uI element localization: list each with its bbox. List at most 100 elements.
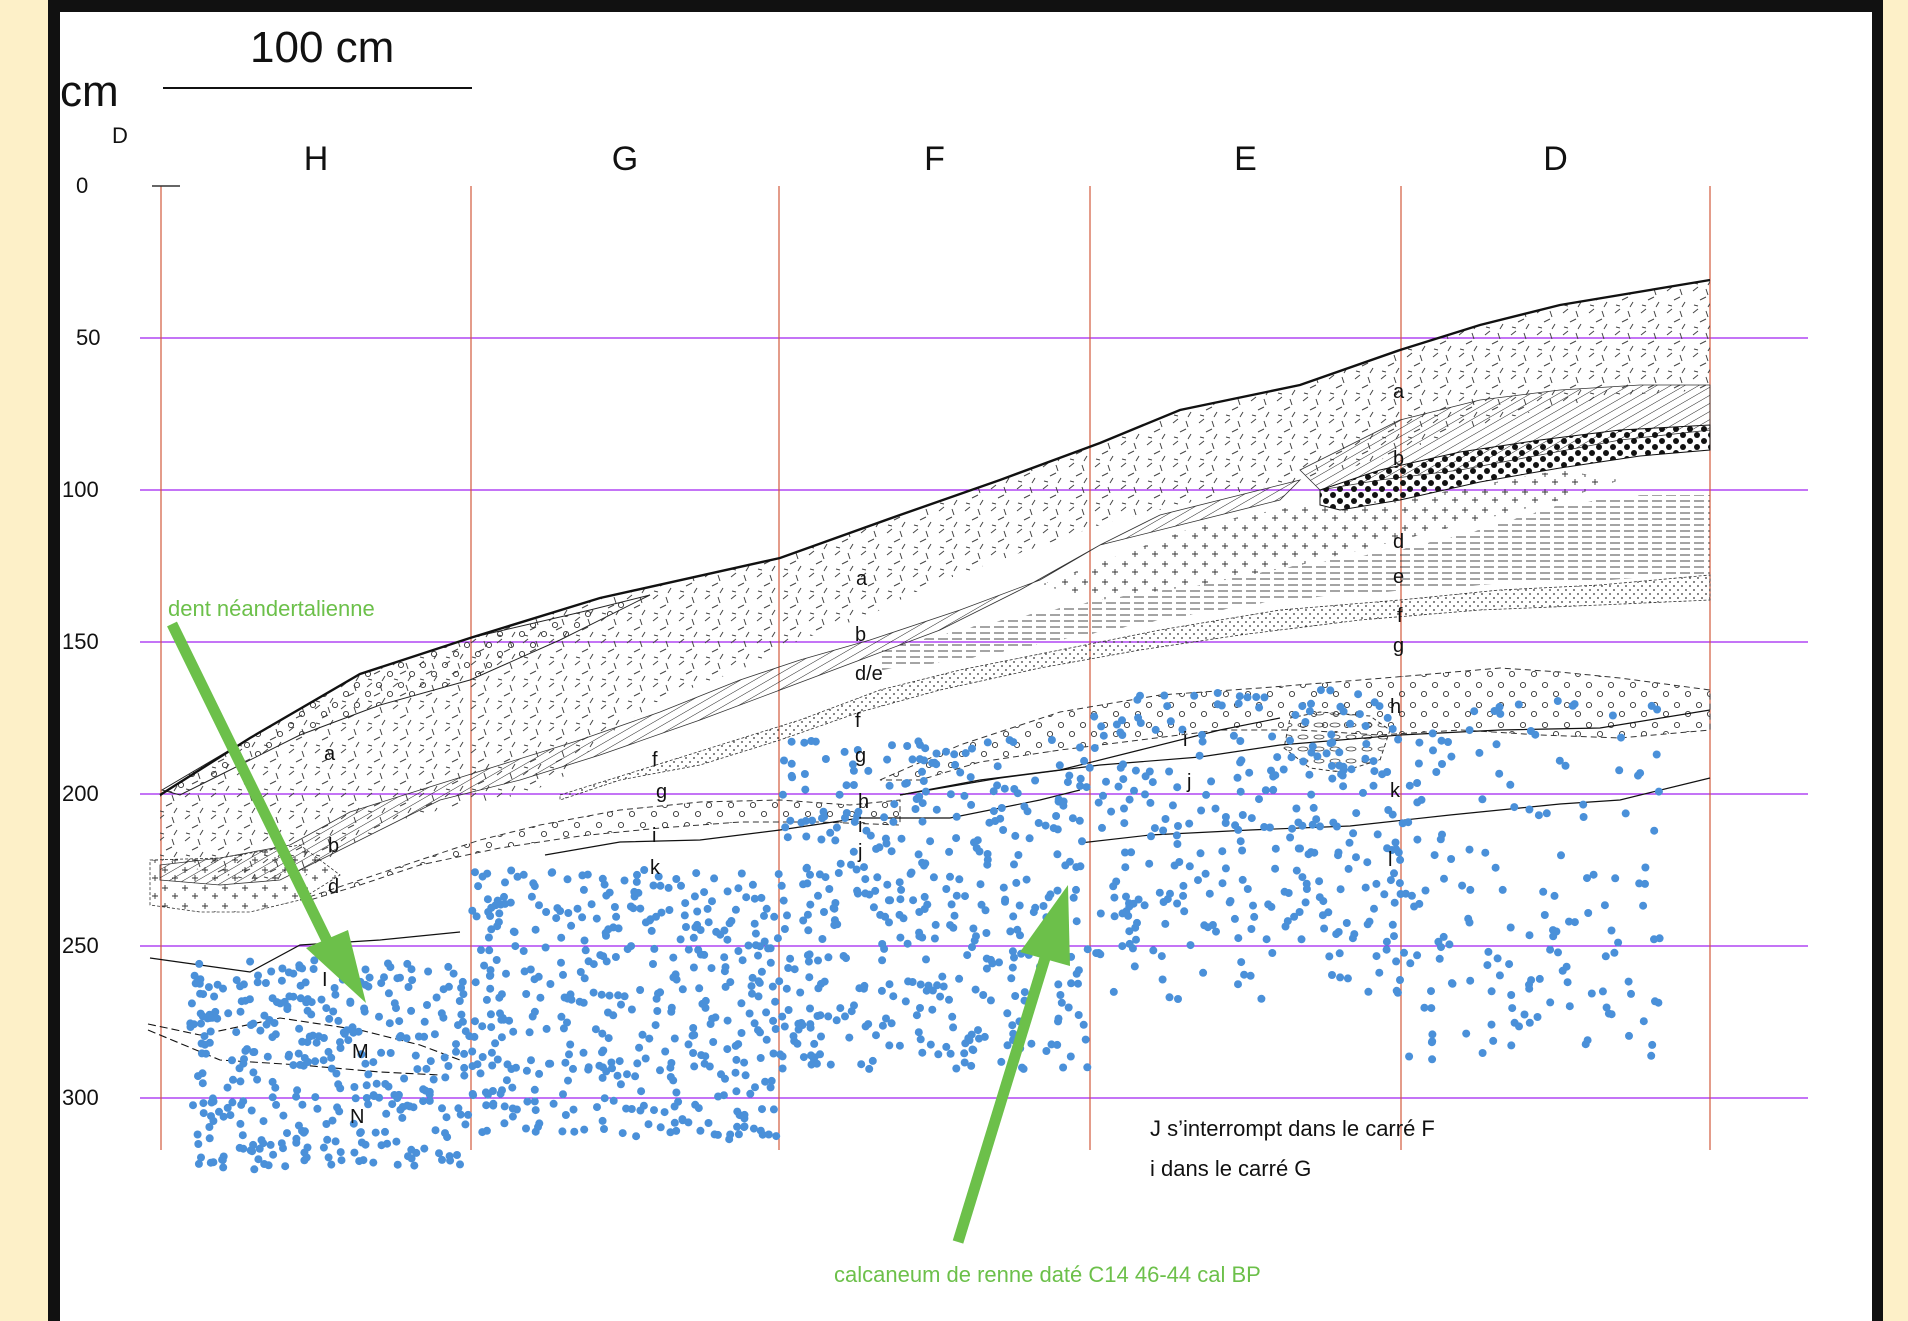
find-dot xyxy=(778,1052,787,1061)
find-dot xyxy=(1584,909,1593,917)
find-dot xyxy=(620,876,629,885)
find-dot xyxy=(249,1140,258,1149)
find-dot xyxy=(1247,925,1256,933)
find-dot xyxy=(885,781,894,790)
find-dot xyxy=(1234,934,1243,943)
find-dot xyxy=(303,1143,312,1152)
find-dot xyxy=(511,942,520,951)
find-dot xyxy=(267,967,276,976)
find-dot xyxy=(620,992,629,1001)
find-dot xyxy=(614,924,623,933)
find-dot xyxy=(1221,813,1230,821)
find-dot xyxy=(1056,991,1065,999)
find-dot xyxy=(989,787,998,796)
find-dot xyxy=(1173,840,1182,848)
find-dot xyxy=(1565,1002,1574,1011)
find-dot xyxy=(1308,820,1317,829)
find-dot xyxy=(755,978,764,987)
find-dot xyxy=(1005,736,1014,745)
find-dot xyxy=(667,1007,676,1016)
find-dot xyxy=(1299,757,1308,766)
find-dot xyxy=(471,1017,479,1026)
find-dot xyxy=(1338,771,1347,780)
find-dot xyxy=(300,1127,309,1136)
find-dot xyxy=(403,959,412,968)
find-dot xyxy=(750,919,759,928)
find-dot xyxy=(324,1047,333,1056)
find-dot xyxy=(636,904,645,913)
find-dot xyxy=(357,1050,366,1059)
find-dot xyxy=(1428,729,1437,738)
find-dot xyxy=(883,880,892,889)
find-dot xyxy=(979,991,988,999)
find-dot xyxy=(1335,949,1344,958)
find-dot xyxy=(457,1010,466,1019)
find-dot xyxy=(573,904,582,913)
find-dot xyxy=(769,1105,778,1114)
find-dot xyxy=(563,994,572,1003)
find-dot xyxy=(1019,1064,1028,1073)
find-dot xyxy=(942,1042,951,1051)
find-dot xyxy=(1195,751,1204,760)
find-dot xyxy=(314,1032,323,1041)
layer-label-d-a: a xyxy=(1393,381,1405,403)
find-dot xyxy=(331,990,340,999)
find-dot xyxy=(1234,699,1243,708)
find-dot xyxy=(931,920,940,929)
find-dot xyxy=(947,900,956,909)
find-dot xyxy=(513,872,522,881)
find-dot xyxy=(742,893,751,902)
find-dot xyxy=(1102,777,1110,786)
note-line-2: i dans le carré G xyxy=(1150,1156,1311,1181)
find-dot xyxy=(1444,738,1452,746)
find-dot xyxy=(1261,786,1270,795)
find-dot xyxy=(468,1062,477,1071)
find-dot xyxy=(1059,1063,1068,1072)
find-dot xyxy=(1336,973,1345,982)
find-dot xyxy=(1269,785,1278,794)
find-dot xyxy=(936,992,945,1001)
find-dot xyxy=(519,947,528,955)
find-dot xyxy=(928,1005,937,1014)
find-dot xyxy=(476,1069,485,1078)
find-dot xyxy=(223,1083,232,1092)
find-dot xyxy=(969,1046,978,1055)
layer-label-h-i: I xyxy=(322,969,328,991)
find-dot xyxy=(1112,720,1121,729)
find-dot xyxy=(1607,926,1616,935)
find-dot xyxy=(419,1097,428,1106)
find-dot xyxy=(762,1035,771,1044)
find-dot xyxy=(1054,795,1063,804)
find-dot xyxy=(623,945,632,954)
find-dot xyxy=(968,943,976,952)
find-dot xyxy=(1427,1004,1436,1013)
find-dot xyxy=(676,935,685,944)
find-dot xyxy=(804,926,813,935)
find-dot xyxy=(411,1051,420,1060)
find-dot xyxy=(602,957,611,966)
find-dot xyxy=(747,982,756,991)
find-dot xyxy=(1295,908,1304,916)
boundary-i xyxy=(899,717,1281,796)
find-dot xyxy=(877,986,886,995)
find-dot xyxy=(678,985,687,994)
find-dot xyxy=(304,1058,312,1066)
find-dot xyxy=(983,850,992,858)
find-dot xyxy=(598,1073,607,1082)
find-dot xyxy=(311,1057,320,1066)
find-dot xyxy=(989,807,998,816)
find-dot xyxy=(375,1093,384,1102)
find-dot xyxy=(672,1126,681,1135)
find-dot xyxy=(701,996,710,1005)
find-dot xyxy=(456,1160,464,1169)
find-dot xyxy=(878,1021,887,1030)
find-dot xyxy=(963,951,972,960)
square-label-e: E xyxy=(1234,140,1257,178)
find-dot xyxy=(597,990,606,999)
find-dot xyxy=(1525,805,1534,814)
find-dot xyxy=(766,1083,775,1092)
find-dot xyxy=(783,833,792,842)
find-dot xyxy=(495,993,504,1002)
find-dot xyxy=(754,951,762,960)
find-dot xyxy=(1236,837,1245,846)
